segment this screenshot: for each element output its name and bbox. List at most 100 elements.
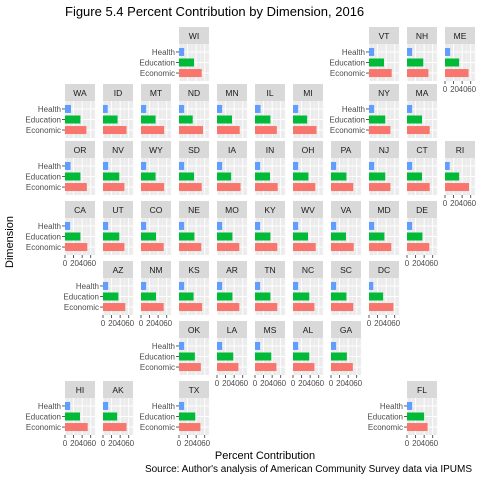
bar-education [331,352,347,361]
facet-strip-label: WY [149,145,163,155]
y-tick-label: Health [342,48,365,57]
bar-education [217,352,234,361]
x-tick-label: 60 [353,379,362,388]
facet-strip-label: KY [264,205,276,215]
bar-health [255,221,261,230]
facet-strip-label: RI [456,145,465,155]
facet-panel-id: ID [102,84,134,138]
y-tick-label: Economic [26,183,61,192]
bar-economic [65,243,88,252]
facet-strip [407,141,437,158]
facet-strip [103,84,133,101]
y-tick-label: Health [38,222,61,231]
bar-education [217,172,232,181]
bar-health [179,341,185,350]
x-tick-label: 20 [146,319,155,328]
x-tick-label: 40 [459,199,468,208]
x-tick-label: 20 [374,319,383,328]
bar-health [65,104,71,113]
chart-title: Figure 5.4 Percent Contribution by Dimen… [65,4,364,19]
bar-education [141,115,156,124]
facet-strip [179,381,209,398]
x-tick-label: 60 [87,259,96,268]
facet-strip-label: FL [417,385,427,395]
facet-panel-co: CO [140,201,172,255]
facet-strip-label: CA [74,205,86,215]
facet-panel-ar: AR [216,261,248,315]
facet-strip [331,201,361,218]
facet-panel-nh: NH [406,27,438,81]
x-tick-label: 20 [336,379,345,388]
bar-health [331,221,337,230]
y-tick-label: Education [367,413,403,422]
facet-strip-label: DE [416,205,428,215]
bar-health [293,281,299,290]
facet-strip [293,261,323,278]
facet-strip-label: SC [340,265,352,275]
bar-health [331,281,337,290]
bar-education [255,115,271,124]
facet-strip-label: UT [112,205,123,215]
bar-education [369,58,384,67]
y-tick-label: Economic [330,69,365,78]
x-tick-label: 0 [329,379,334,388]
bar-economic [331,243,354,252]
bar-economic [255,243,278,252]
facet-strip-label: WV [301,205,315,215]
facet-panel-me: ME 0 20 40 60 [443,27,477,94]
bar-economic [65,183,87,192]
facet-strip-label: OR [74,145,87,155]
facet-strip [141,84,171,101]
facet-panel-ma: MA [406,84,438,138]
facet-strip [255,321,285,338]
x-tick-label: 20 [70,259,79,268]
bar-education [141,172,156,181]
bar-health [103,401,109,410]
bar-health [331,161,337,170]
bar-education [179,58,194,67]
bar-education [293,352,310,361]
facet-panel-ga: GA 0 20 40 60 [329,321,363,388]
x-tick-label: 60 [429,439,438,448]
x-tick-label: 20 [450,199,459,208]
facet-panel-dc: DC 0 20 40 60 [367,261,401,328]
facet-strip [255,141,285,158]
x-tick-label: 40 [459,85,468,94]
bar-health [445,47,451,56]
x-tick-label: 60 [429,259,438,268]
facet-strip-label: NM [149,265,162,275]
facet-strip [217,141,247,158]
facet-strip [255,84,285,101]
x-tick-label: 0 [139,319,144,328]
y-tick-label: Health [380,402,403,411]
facet-panel-ky: KY [254,201,286,255]
facet-strip-label: MN [225,88,238,98]
bar-economic [179,126,203,135]
facet-strip-label: SD [188,145,200,155]
x-tick-label: 20 [222,379,231,388]
x-tick-label: 0 [101,319,106,328]
bar-education [407,115,422,124]
facet-strip [293,321,323,338]
bar-economic [331,363,353,372]
x-tick-label: 20 [450,85,459,94]
facet-strip-label: NV [112,145,124,155]
bar-education [65,412,80,421]
y-axis-title: Dimension [4,216,16,268]
bar-education [179,232,195,241]
x-tick-label: 20 [298,379,307,388]
bar-economic [141,303,164,312]
y-tick-label: Education [139,413,175,422]
x-tick-label: 20 [108,439,117,448]
facet-strip-label: IA [228,145,236,155]
x-tick-label: 60 [239,379,248,388]
bar-economic [179,303,203,312]
bar-economic [65,423,88,432]
